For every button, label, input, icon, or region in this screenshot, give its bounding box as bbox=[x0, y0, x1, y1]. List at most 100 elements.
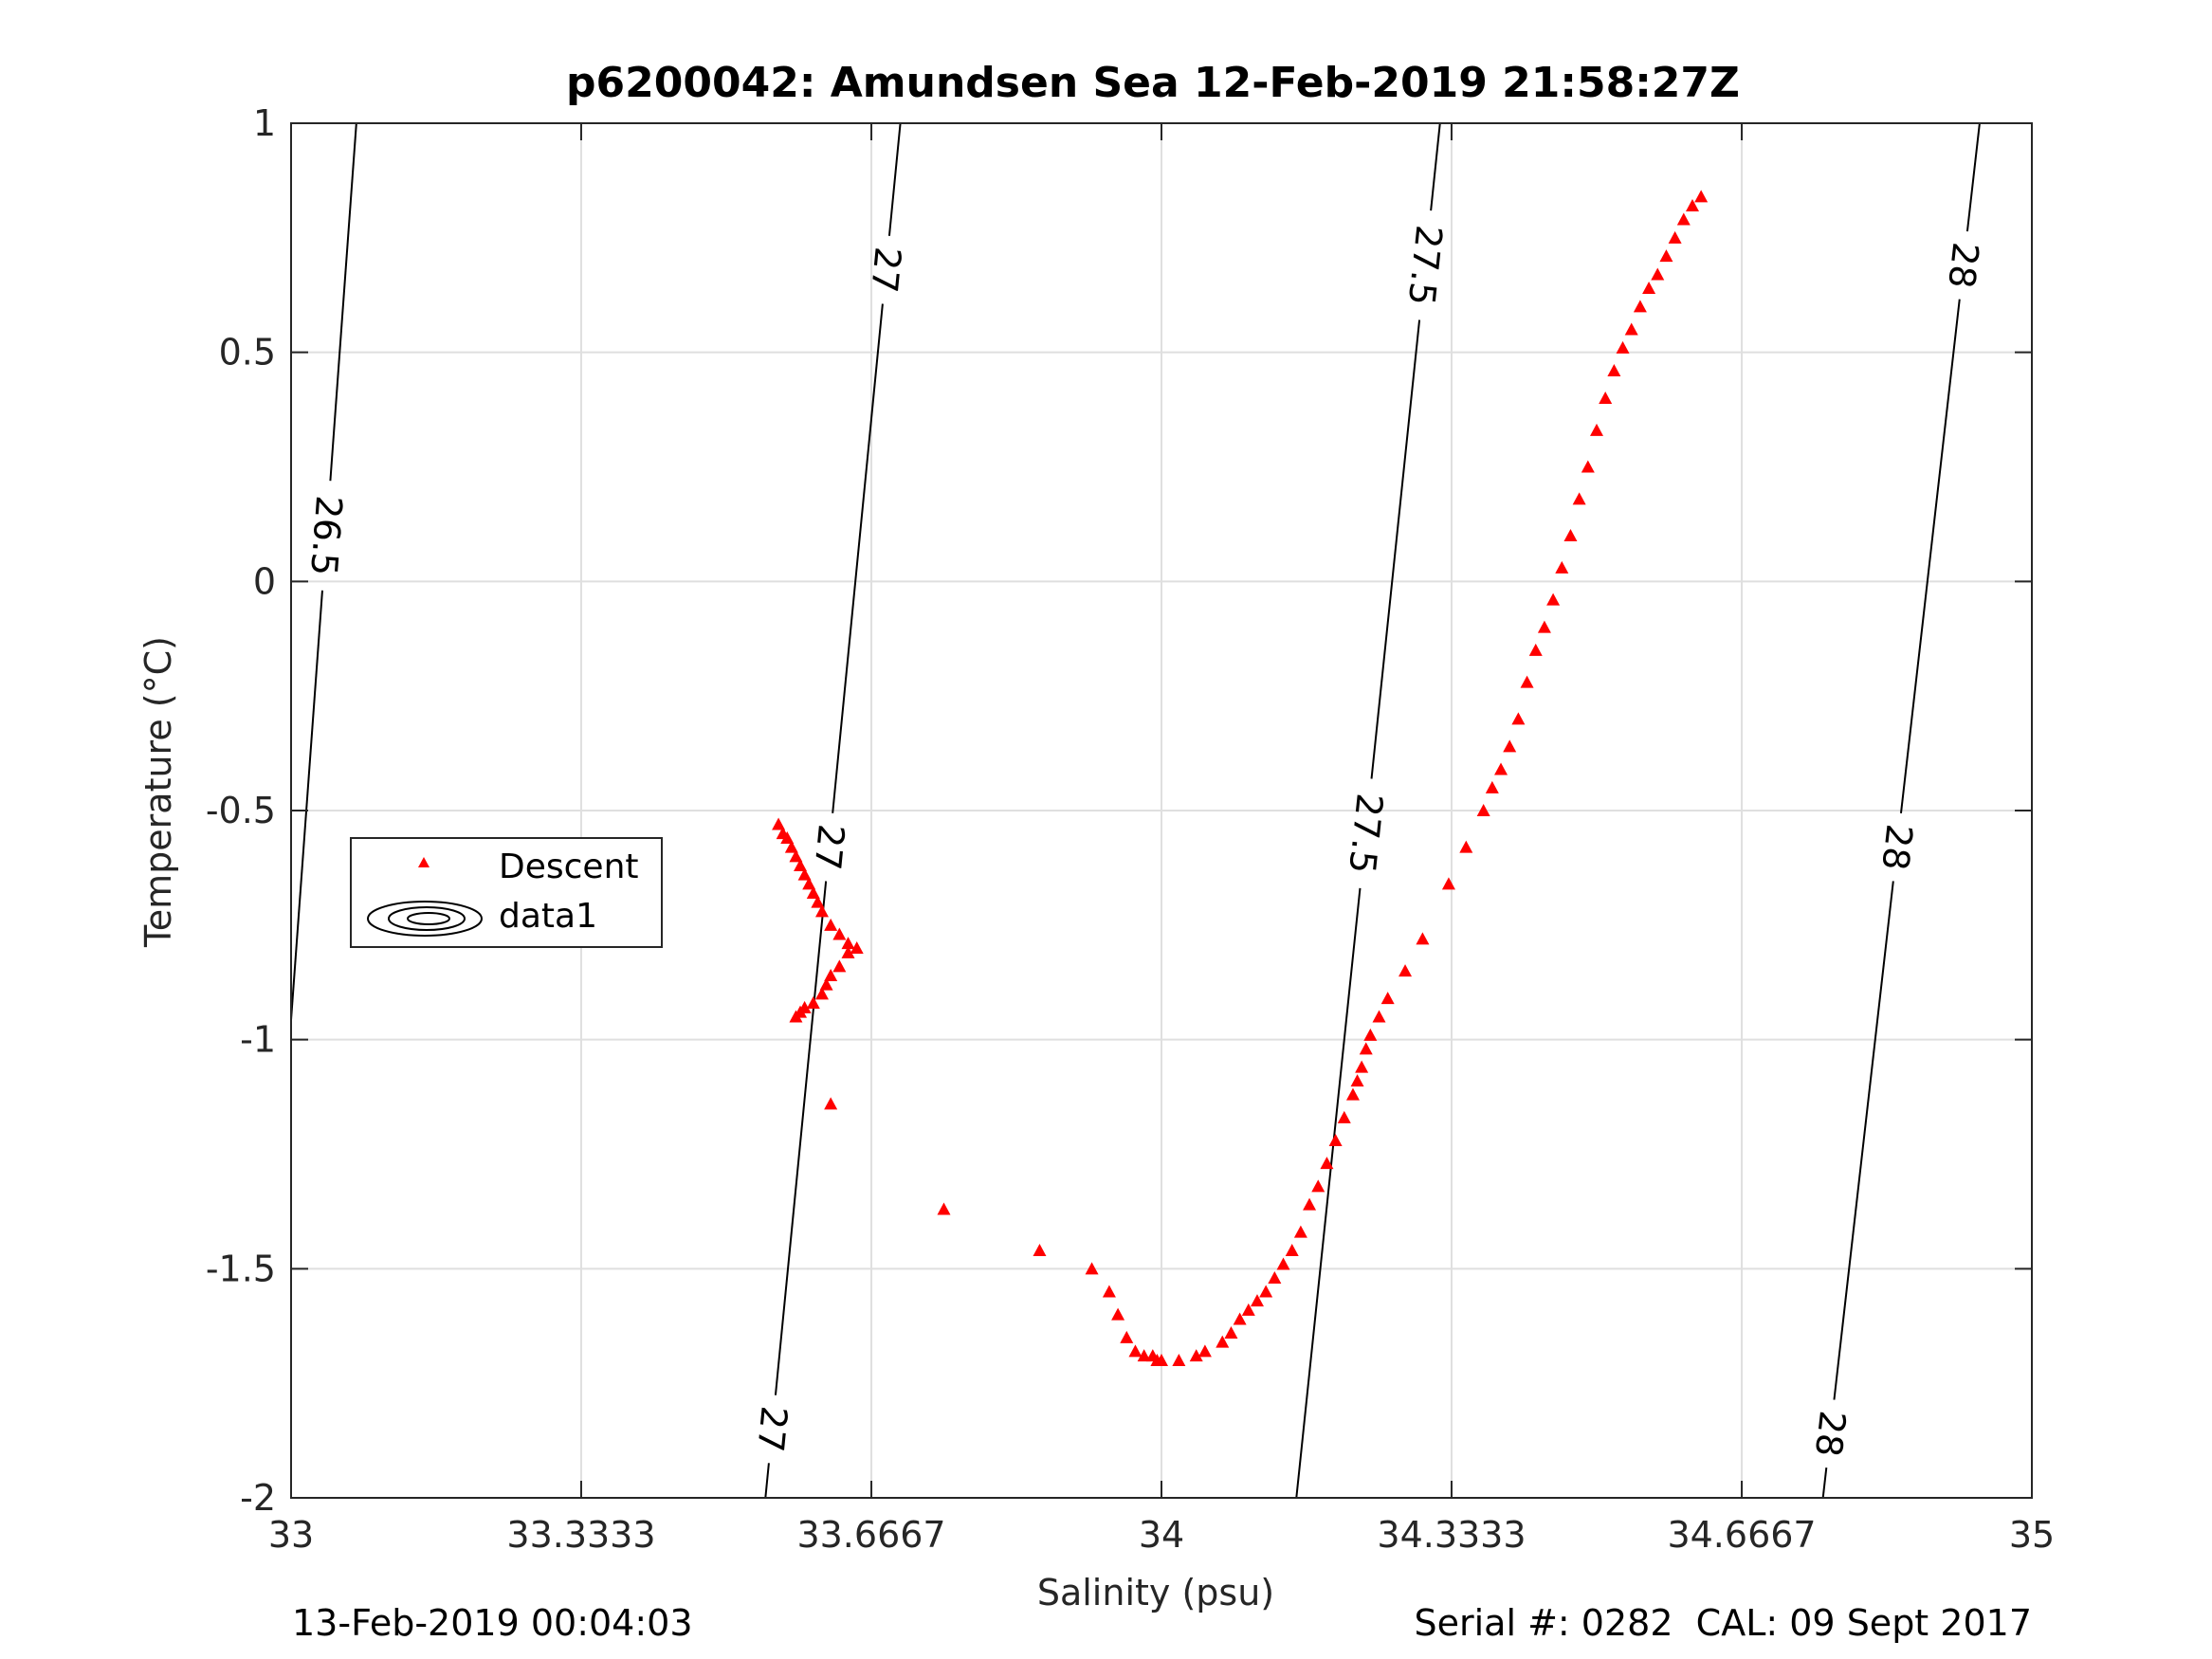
descent-point bbox=[1555, 560, 1569, 574]
x-tick-label: 35 bbox=[2009, 1514, 2055, 1556]
descent-series bbox=[772, 190, 1709, 1366]
x-tick-label: 34 bbox=[1139, 1514, 1184, 1556]
x-tick-label: 34.6667 bbox=[1667, 1514, 1816, 1556]
chart-title: p6200042: Amundsen Sea 12-Feb-2019 21:58… bbox=[566, 59, 1740, 107]
descent-point bbox=[780, 831, 795, 844]
descent-point bbox=[806, 996, 820, 1009]
x-tick-label: 33.3333 bbox=[506, 1514, 655, 1556]
contour-icon bbox=[367, 901, 483, 937]
isopycnal-line bbox=[1833, 881, 1894, 1400]
descent-point bbox=[1345, 1087, 1360, 1101]
descent-point bbox=[1616, 340, 1630, 354]
descent-point bbox=[1311, 1179, 1325, 1193]
descent-point bbox=[1416, 932, 1430, 945]
descent-point bbox=[1642, 282, 1656, 294]
descent-point bbox=[1128, 1344, 1143, 1358]
descent-point bbox=[1459, 840, 1473, 853]
y-tick-label: -0.5 bbox=[206, 790, 276, 831]
descent-point bbox=[1572, 492, 1586, 505]
descent-point bbox=[784, 840, 798, 853]
descent-point bbox=[789, 1010, 803, 1023]
descent-point bbox=[1155, 1354, 1168, 1366]
isopycnal-line bbox=[1821, 1467, 1828, 1499]
descent-point bbox=[802, 877, 816, 890]
descent-point bbox=[1511, 712, 1526, 725]
legend-box bbox=[350, 837, 663, 948]
descent-point bbox=[1624, 322, 1638, 336]
legend-descent-marker bbox=[418, 857, 430, 867]
isopycnal-label: 28 bbox=[1874, 822, 1920, 872]
descent-point bbox=[1320, 1157, 1334, 1170]
isopycnal-line bbox=[1295, 887, 1362, 1499]
descent-point bbox=[841, 945, 855, 958]
descent-point bbox=[832, 927, 847, 940]
descent-point bbox=[814, 987, 829, 1000]
descent-point bbox=[1137, 1349, 1151, 1362]
legend: Descent data1 bbox=[350, 837, 663, 948]
y-tick-label: 1 bbox=[253, 102, 276, 144]
isopycnal-label: 27.5 bbox=[1341, 792, 1391, 876]
descent-point bbox=[1485, 780, 1499, 793]
isopycnal-line bbox=[764, 1463, 770, 1499]
descent-point bbox=[832, 959, 847, 973]
descent-point bbox=[1259, 1285, 1273, 1298]
x-axis-label: Salinity (psu) bbox=[1037, 1572, 1274, 1613]
descent-point bbox=[772, 817, 786, 830]
descent-point bbox=[1372, 1010, 1386, 1023]
descent-point bbox=[1363, 1028, 1378, 1041]
descent-point bbox=[937, 1202, 951, 1215]
descent-point bbox=[814, 904, 829, 918]
descent-point bbox=[1494, 762, 1508, 775]
descent-point bbox=[1537, 620, 1551, 633]
isopycnal-label: 27 bbox=[806, 822, 852, 871]
footer-date: 13-Feb-2019 00:04:03 bbox=[292, 1602, 693, 1644]
descent-point bbox=[1355, 1060, 1369, 1073]
descent-point bbox=[1676, 212, 1691, 226]
descent-point bbox=[1189, 1349, 1203, 1362]
y-tick-label: -1 bbox=[240, 1019, 276, 1061]
descent-point bbox=[811, 895, 825, 908]
descent-point bbox=[1659, 249, 1673, 263]
isopycnal-line bbox=[832, 303, 884, 813]
descent-point bbox=[1441, 877, 1455, 890]
isopycnal-line bbox=[1430, 122, 1441, 211]
descent-point bbox=[1120, 1330, 1134, 1343]
legend-data1-label: data1 bbox=[499, 897, 597, 936]
descent-point bbox=[1303, 1197, 1317, 1211]
y-tick-label: 0 bbox=[253, 560, 276, 602]
isopycnal-label: 27.5 bbox=[1400, 223, 1451, 307]
descent-point bbox=[1398, 964, 1413, 977]
descent-point bbox=[1476, 804, 1490, 816]
descent-point bbox=[1293, 1225, 1307, 1238]
descent-point bbox=[1668, 230, 1682, 244]
isopycnal-line bbox=[774, 881, 828, 1395]
descent-point bbox=[1350, 1074, 1364, 1087]
descent-point bbox=[1651, 267, 1665, 281]
footer-serial: Serial #: 0282 CAL: 09 Sept 2017 bbox=[1414, 1602, 2032, 1644]
descent-point bbox=[1033, 1244, 1047, 1256]
isopycnal-label: 27 bbox=[749, 1404, 795, 1453]
y-axis-label: Temperature (°C) bbox=[137, 636, 179, 948]
isopycnal-line bbox=[1965, 122, 1981, 232]
descent-point bbox=[1172, 1354, 1186, 1366]
descent-point bbox=[806, 886, 820, 899]
descent-point bbox=[1694, 190, 1709, 203]
y-tick-label: -2 bbox=[240, 1477, 276, 1519]
legend-descent-label: Descent bbox=[499, 848, 639, 886]
descent-point bbox=[1337, 1110, 1351, 1123]
isopycnal-label: 28 bbox=[1807, 1409, 1854, 1459]
isopycnal-line bbox=[329, 122, 357, 482]
descent-point bbox=[1233, 1312, 1247, 1325]
descent-point bbox=[1546, 592, 1561, 606]
axis-ticks: 33 33.3333 33.6667 34 34.3333 34.6667 35 -2 -1.5… bbox=[206, 102, 2055, 1556]
descent-point bbox=[1359, 1042, 1373, 1055]
descent-point bbox=[1276, 1257, 1290, 1270]
descent-point bbox=[1285, 1244, 1299, 1256]
descent-point bbox=[1503, 739, 1517, 753]
descent-point bbox=[1380, 992, 1395, 1005]
descent-point bbox=[797, 867, 812, 881]
descent-point bbox=[1563, 529, 1578, 541]
descent-point bbox=[1241, 1303, 1255, 1316]
descent-point bbox=[1328, 1134, 1343, 1146]
grid-lines bbox=[290, 122, 2033, 1499]
